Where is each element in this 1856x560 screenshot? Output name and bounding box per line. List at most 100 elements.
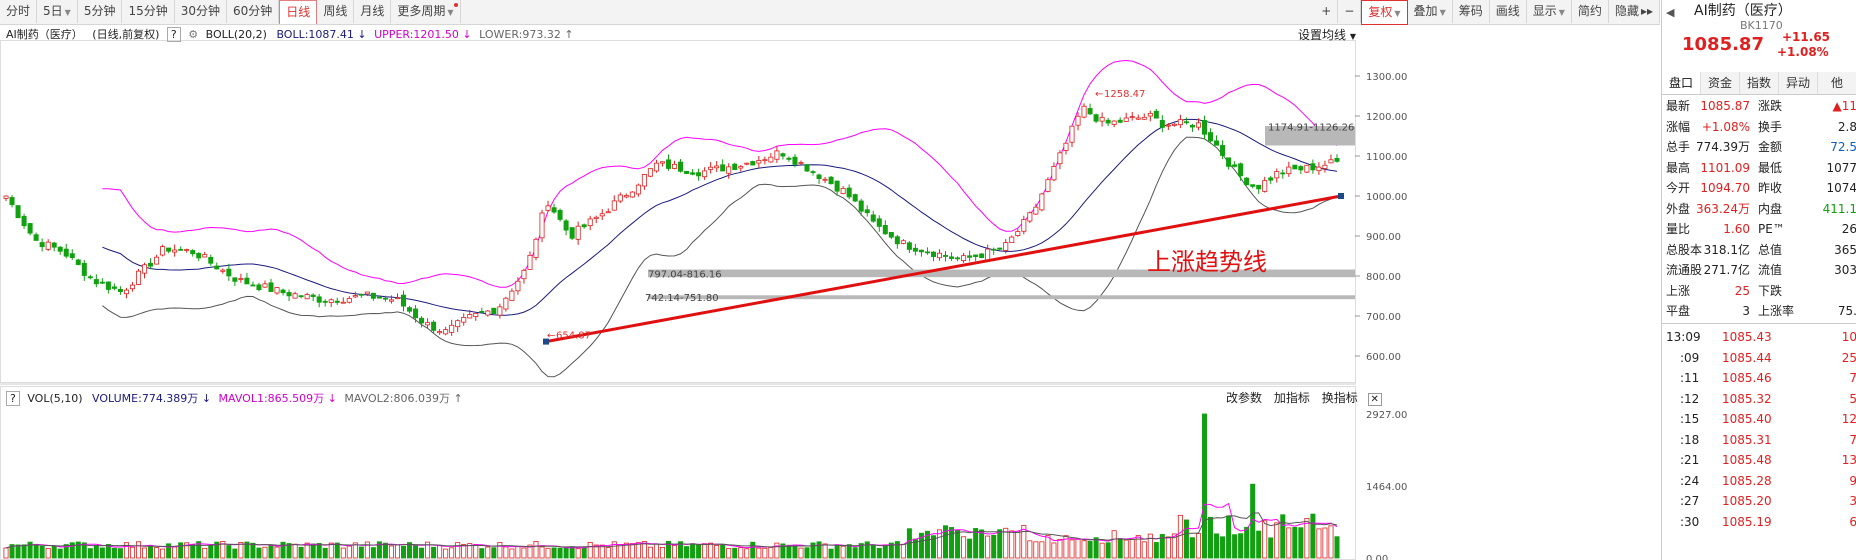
tick-row: :11 1085.46 7: [1662, 369, 1856, 388]
period-button[interactable]: 月线: [354, 0, 392, 23]
volume-bar: [172, 546, 178, 559]
settings-gear-icon[interactable]: ⚙: [188, 28, 199, 41]
period-toolbar: 分时 5日 ▼ 5分钟 15分钟 30分钟 60分钟 日线 周线 月线 更多周期 ▼ + − 复权 ▼ 叠加 ▼…: [0, 0, 1660, 25]
quote-tab[interactable]: 他: [1818, 72, 1856, 94]
tool-button[interactable]: 筹码: [1453, 0, 1490, 23]
volume-bar: [485, 546, 491, 559]
switch-indicator-button[interactable]: 换指标: [1321, 391, 1358, 405]
candle-body: [665, 159, 671, 169]
quote-field-label: 最低: [1758, 160, 1783, 175]
quote-field-label: 今开: [1666, 181, 1691, 195]
set-ma-button[interactable]: 设置均线 ▼: [1298, 26, 1356, 43]
candle-body: [1159, 119, 1165, 128]
volume-bar: [63, 544, 69, 559]
period-button[interactable]: 周线: [317, 0, 355, 23]
volume-bar: [1316, 528, 1322, 559]
volume-bar: [1286, 527, 1292, 559]
quote-tab[interactable]: 盘口: [1662, 72, 1701, 94]
candle-body: [1189, 124, 1195, 128]
volume-bar: [527, 544, 533, 559]
tool-button[interactable]: 叠加 ▼: [1408, 0, 1453, 23]
volume-bar: [382, 542, 388, 559]
candle-body: [461, 317, 467, 323]
period-button[interactable]: 5分钟: [78, 0, 123, 23]
tick-volume: 25: [1841, 350, 1856, 365]
tool-button[interactable]: −: [1338, 0, 1362, 23]
volume-bar: [726, 548, 732, 559]
volume-bar: [1081, 540, 1087, 559]
volume-bar: [328, 542, 334, 559]
candle-body: [148, 262, 154, 267]
quote-field-label: 总值: [1758, 242, 1783, 257]
period-button[interactable]: 60分钟: [227, 0, 280, 23]
candle-body: [714, 165, 720, 169]
low-price-label: 654.87: [556, 330, 591, 341]
period-button[interactable]: 5日 ▼: [37, 0, 78, 23]
period-button[interactable]: 更多周期 ▼: [391, 0, 461, 23]
period-button[interactable]: 日线: [279, 0, 318, 24]
quote-tab[interactable]: 指数: [1740, 72, 1779, 94]
tick-price: 1085.31: [1722, 432, 1772, 447]
down-arrow-icon: ↓: [201, 392, 212, 405]
volume-bar: [304, 542, 310, 559]
collapse-icon[interactable]: ◀: [1666, 6, 1675, 19]
trend-handle: [543, 338, 549, 345]
tick-time: :24: [1680, 473, 1700, 488]
volume-bar: [949, 527, 955, 559]
volume-bar: [1135, 535, 1141, 559]
volume-bar: [1298, 527, 1304, 559]
tool-button[interactable]: 简约: [1572, 0, 1609, 23]
candle-body: [503, 297, 509, 310]
zone-label-797: 797.04-816.16: [648, 270, 722, 281]
quote-tab[interactable]: 异动: [1779, 72, 1818, 94]
candle-body: [485, 310, 491, 316]
candle-body: [599, 213, 605, 217]
tool-button[interactable]: 画线: [1490, 0, 1527, 23]
volume-bar: [400, 545, 407, 559]
help-icon[interactable]: ?: [166, 27, 181, 42]
candle-body: [310, 294, 316, 298]
chart-canvas[interactable]: 1300.00 1200.00 1100.00 1000.00 900.00 800.00…: [0, 24, 1660, 560]
volume-bar: [1063, 535, 1069, 559]
quote-field-value: 365: [1834, 242, 1856, 257]
volume-bar: [840, 545, 846, 559]
volume-bar: [551, 547, 557, 559]
candle-body: [840, 188, 846, 194]
tick-row: :21 1085.48 13: [1662, 451, 1856, 470]
tool-button[interactable]: +: [1315, 0, 1339, 23]
down-arrow-icon: ↓: [327, 392, 337, 405]
edit-params-button[interactable]: 改参数: [1226, 391, 1263, 405]
volume-bar: [1328, 525, 1334, 559]
add-indicator-button[interactable]: 加指标: [1273, 391, 1310, 405]
boll-label[interactable]: BOLL(20,2): [205, 28, 267, 41]
volume-bar: [581, 547, 587, 559]
quote-tab[interactable]: 资金: [1701, 72, 1740, 94]
volume-bar: [852, 547, 858, 559]
volume-bar: [1021, 525, 1027, 559]
period-button[interactable]: 30分钟: [175, 0, 228, 23]
tool-button[interactable]: 复权 ▼: [1361, 0, 1408, 25]
candle-body: [39, 242, 45, 248]
tool-button[interactable]: 显示 ▼: [1527, 0, 1572, 23]
price-axis-label: 700.00: [1366, 312, 1401, 323]
vol-label: VOL(5,10): [27, 392, 83, 405]
period-button[interactable]: 分时: [0, 0, 38, 23]
period-button[interactable]: 15分钟: [122, 0, 175, 23]
candle-body: [1045, 179, 1051, 192]
volume-bar: [846, 544, 852, 559]
tool-button-label: +: [1321, 4, 1332, 18]
volume-bar: [1280, 514, 1286, 559]
candle-body: [250, 284, 256, 287]
quote-field-value: 1094.70: [1700, 181, 1750, 195]
candle-body: [1244, 177, 1250, 186]
volume-bar: [292, 543, 298, 559]
candle-body: [617, 194, 623, 202]
close-icon[interactable]: ✕: [1367, 393, 1382, 406]
candle-body: [75, 259, 81, 265]
help-icon[interactable]: ?: [6, 391, 20, 406]
set-ma-label[interactable]: 设置均线: [1298, 28, 1347, 42]
tick-time: :18: [1680, 432, 1700, 447]
kline-chart[interactable]: 1300.00 1200.00 1100.00 1000.00 900.00 800.00…: [0, 24, 1660, 560]
candle-body: [678, 161, 684, 172]
tool-button[interactable]: 隐藏 ▸▸: [1609, 0, 1660, 23]
